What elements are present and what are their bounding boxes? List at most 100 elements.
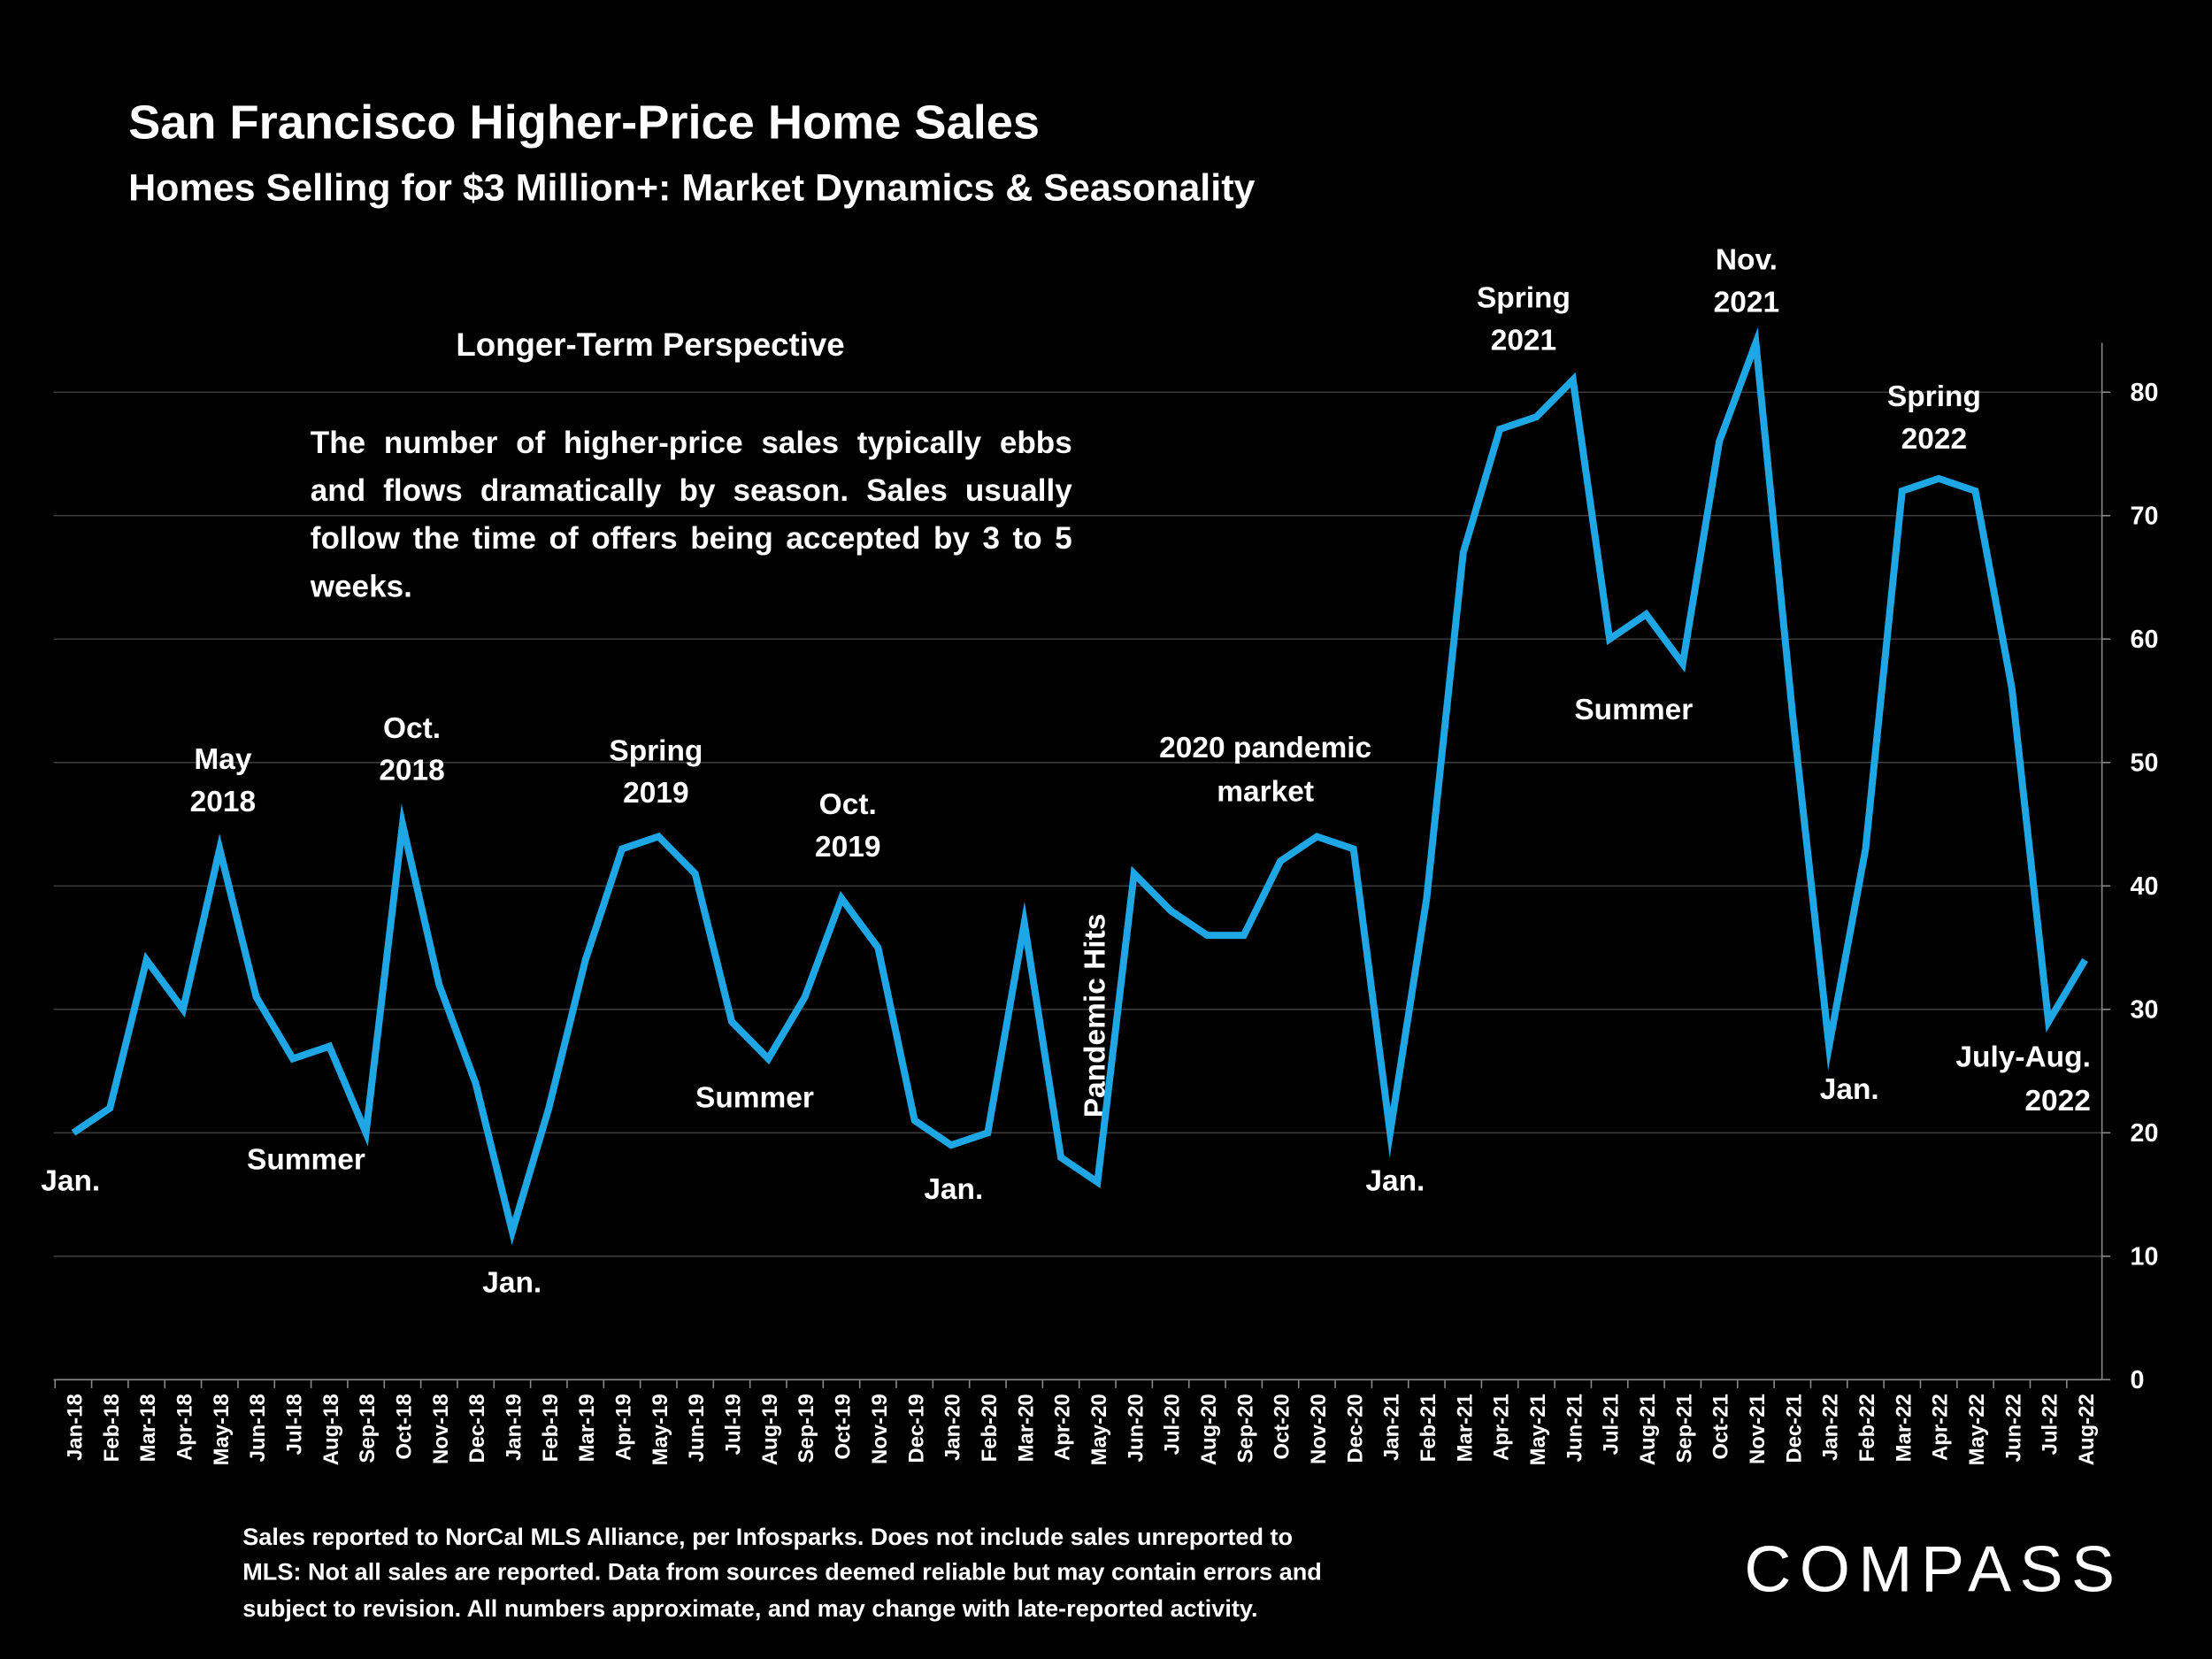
- footnote: MLS: Not all sales are reported. Data fr…: [242, 1558, 1322, 1586]
- x-tick-label: May-20: [1087, 1394, 1111, 1465]
- x-tick-label: Aug-18: [319, 1394, 343, 1465]
- x-tick-label: Sep-18: [356, 1394, 380, 1463]
- x-tick-label: Dec-21: [1782, 1394, 1806, 1463]
- logo: COMPASS: [1744, 1532, 2123, 1605]
- x-tick-label: Sep-21: [1672, 1394, 1696, 1463]
- x-tick-label: Jan-22: [1819, 1394, 1843, 1461]
- annotation: Oct.: [819, 788, 877, 821]
- x-tick-label: Dec-20: [1343, 1394, 1367, 1463]
- footnote: Sales reported to NorCal MLS Alliance, p…: [242, 1523, 1293, 1550]
- x-tick-label: Jun-18: [246, 1394, 270, 1462]
- annotation: 2019: [815, 831, 880, 864]
- x-tick-label: Apr-22: [1929, 1394, 1953, 1461]
- x-tick-label: Feb-19: [539, 1394, 563, 1462]
- x-tick-label: May-18: [210, 1394, 234, 1465]
- x-tick-label: Feb-18: [100, 1394, 124, 1462]
- x-tick-label: Oct-21: [1709, 1394, 1733, 1459]
- annotation: Summer: [247, 1144, 365, 1177]
- x-tick-label: Jun-19: [685, 1394, 709, 1462]
- x-tick-label: Sep-19: [795, 1394, 818, 1463]
- x-tick-label: Mar-18: [136, 1394, 160, 1462]
- x-tick-label: May-22: [1965, 1394, 1989, 1465]
- y-tick-label: 70: [2131, 502, 2159, 530]
- annotation: Oct.: [383, 712, 441, 745]
- x-tick-label: Jan-18: [63, 1394, 87, 1461]
- y-tick-label: 50: [2131, 749, 2159, 777]
- y-tick-label: 20: [2131, 1119, 2159, 1148]
- x-tick-label: Feb-22: [1855, 1394, 1879, 1462]
- x-tick-label: May-19: [649, 1394, 672, 1465]
- x-tick-label: Aug-20: [1197, 1394, 1221, 1465]
- annotation: 2019: [623, 777, 688, 810]
- x-tick-label: Nov-18: [429, 1394, 453, 1464]
- x-tick-label: Apr-19: [612, 1394, 636, 1461]
- x-tick-label: Mar-20: [1014, 1394, 1038, 1462]
- y-tick-label: 40: [2131, 872, 2159, 901]
- x-tick-label: Jul-21: [1600, 1394, 1624, 1455]
- y-tick-label: 30: [2131, 995, 2159, 1024]
- panel-text: The number of higher-price sales typical…: [310, 424, 1072, 604]
- annotation: Nov.: [1716, 244, 1778, 277]
- panel-text-box: The number of higher-price sales typical…: [310, 424, 1072, 604]
- x-tick-label: Nov-21: [1746, 1394, 1770, 1464]
- x-tick-label: Apr-21: [1490, 1394, 1514, 1461]
- x-tick-label: Feb-20: [978, 1394, 1002, 1462]
- annotation: Spring: [609, 734, 703, 767]
- annotation: July-Aug.: [1955, 1041, 2090, 1073]
- x-tick-label: Jan-21: [1380, 1394, 1404, 1461]
- x-tick-label: Sep-20: [1233, 1394, 1257, 1463]
- x-tick-label: Jun-20: [1124, 1394, 1148, 1462]
- x-tick-label: Oct-18: [393, 1394, 417, 1459]
- annotation: Jan.: [1365, 1165, 1425, 1198]
- annotation: 2022: [1901, 423, 1967, 456]
- data-line: [71, 326, 2088, 1246]
- y-tick-label: 60: [2131, 626, 2159, 654]
- annotation: Jan.: [482, 1266, 541, 1299]
- x-tick-label: Mar-21: [1453, 1394, 1477, 1462]
- x-tick-label: Oct-19: [832, 1394, 856, 1459]
- x-tick-label: Jul-22: [2039, 1394, 2062, 1455]
- y-tick-label: 0: [2131, 1366, 2145, 1394]
- x-tick-label: Aug-22: [2075, 1394, 2099, 1465]
- annotation: Jan.: [924, 1173, 983, 1206]
- annotation: Jan.: [1820, 1073, 1879, 1106]
- x-tick-label: Jan-19: [503, 1394, 526, 1461]
- annotation: 2018: [190, 786, 256, 818]
- y-tick-label: 80: [2131, 379, 2159, 407]
- x-tick-label: Dec-19: [904, 1394, 928, 1463]
- annotation: Summer: [1574, 694, 1693, 726]
- x-tick-label: Aug-21: [1636, 1394, 1660, 1465]
- annotation: 2021: [1491, 324, 1556, 357]
- x-tick-label: Jun-22: [2001, 1394, 2025, 1462]
- x-tick-label: Feb-21: [1417, 1394, 1440, 1462]
- x-tick-label: Oct-20: [1271, 1394, 1294, 1459]
- chart-subtitle: Homes Selling for $3 Million+: Market Dy…: [128, 166, 1255, 209]
- chart-title: San Francisco Higher-Price Home Sales: [128, 96, 1040, 149]
- annotation: 2018: [379, 755, 444, 787]
- x-tick-label: Jun-21: [1563, 1394, 1586, 1462]
- annotation: Spring: [1887, 380, 1981, 413]
- annotation: May: [194, 743, 251, 776]
- x-tick-label: Nov-20: [1307, 1394, 1331, 1464]
- annotation: Summer: [695, 1082, 814, 1115]
- x-tick-label: Aug-19: [758, 1394, 782, 1465]
- x-tick-label: Mar-22: [1892, 1394, 1916, 1462]
- annotation: Jan.: [41, 1165, 100, 1198]
- x-tick-label: Jul-19: [722, 1394, 746, 1455]
- x-tick-label: Dec-18: [465, 1394, 489, 1463]
- x-tick-label: Jul-20: [1161, 1394, 1185, 1455]
- annotation: 2021: [1714, 286, 1779, 319]
- x-tick-label: Nov-19: [868, 1394, 892, 1464]
- x-tick-label: Apr-20: [1051, 1394, 1075, 1461]
- x-tick-label: Apr-18: [173, 1394, 196, 1461]
- annotation: 2022: [2024, 1085, 2090, 1118]
- annotation: Spring: [1477, 282, 1571, 315]
- y-tick-label: 10: [2131, 1242, 2159, 1271]
- x-tick-label: Jul-18: [283, 1394, 307, 1455]
- annotation: market: [1217, 776, 1314, 809]
- x-tick-label: May-21: [1526, 1394, 1550, 1465]
- panel-heading: Longer-Term Perspective: [456, 326, 844, 363]
